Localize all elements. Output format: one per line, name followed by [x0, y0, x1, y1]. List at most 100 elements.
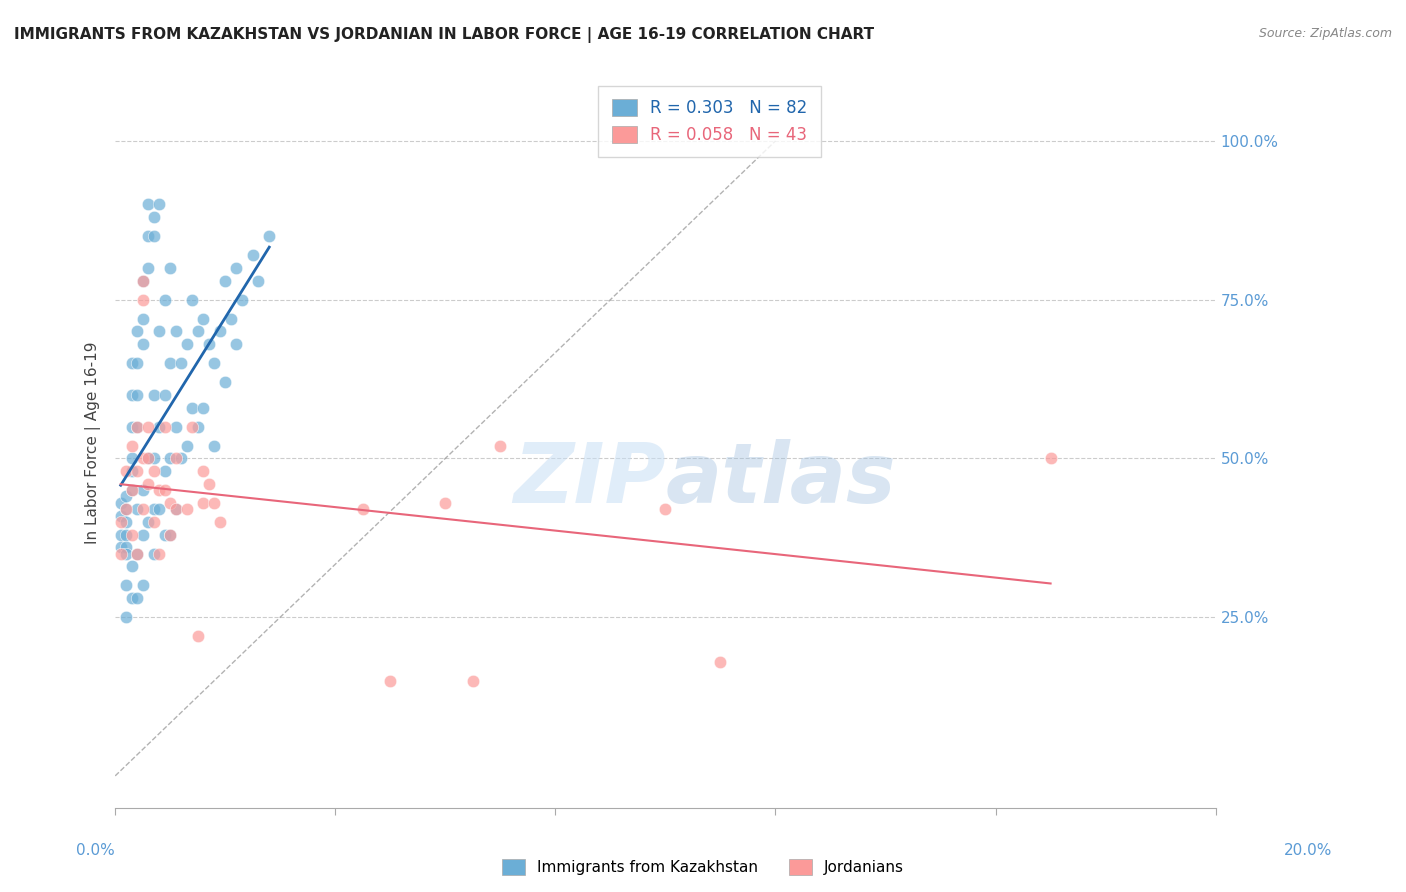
Point [127, 419, 149, 434]
Point [131, 451, 153, 466]
Point [115, 502, 138, 516]
Point [352, 502, 374, 516]
Point [159, 260, 181, 275]
Point [136, 260, 159, 275]
Point [110, 515, 132, 529]
Point [153, 388, 176, 402]
Point [131, 483, 153, 497]
Point [214, 274, 236, 288]
Point [159, 356, 181, 370]
Point [193, 311, 215, 326]
Point [159, 527, 181, 541]
Point [202, 439, 225, 453]
Point [489, 439, 512, 453]
Legend: R = 0.303   N = 82, R = 0.058   N = 43: R = 0.303 N = 82, R = 0.058 N = 43 [599, 86, 821, 157]
Point [121, 483, 143, 497]
Point [380, 673, 402, 688]
Point [131, 527, 153, 541]
Point [176, 439, 198, 453]
Point [121, 356, 143, 370]
Point [176, 502, 198, 516]
Point [242, 248, 264, 262]
Point [131, 274, 153, 288]
Text: IMMIGRANTS FROM KAZAKHSTAN VS JORDANIAN IN LABOR FORCE | AGE 16-19 CORRELATION C: IMMIGRANTS FROM KAZAKHSTAN VS JORDANIAN … [14, 27, 875, 43]
Point [170, 356, 193, 370]
Point [148, 502, 170, 516]
Point [148, 197, 170, 211]
Point [115, 527, 138, 541]
Point [127, 547, 149, 561]
Point [208, 325, 231, 339]
Point [127, 464, 149, 478]
Point [1039, 451, 1062, 466]
Point [654, 502, 676, 516]
Point [131, 293, 153, 307]
Point [110, 547, 132, 561]
Point [115, 610, 138, 624]
Point [136, 515, 159, 529]
Point [181, 401, 204, 415]
Point [187, 629, 209, 643]
Point [121, 439, 143, 453]
Point [142, 210, 165, 224]
Text: atlas: atlas [665, 439, 896, 519]
Point [115, 490, 138, 504]
Point [202, 356, 225, 370]
Point [115, 515, 138, 529]
Point [136, 419, 159, 434]
Text: 20.0%: 20.0% [1284, 843, 1331, 858]
Point [165, 419, 187, 434]
Point [187, 325, 209, 339]
Point [148, 325, 170, 339]
Text: 0.0%: 0.0% [76, 843, 115, 858]
Point [170, 451, 193, 466]
Point [197, 337, 219, 351]
Point [115, 541, 138, 555]
Point [142, 547, 165, 561]
Y-axis label: In Labor Force | Age 16-19: In Labor Force | Age 16-19 [86, 342, 101, 544]
Point [127, 419, 149, 434]
Point [121, 388, 143, 402]
Point [110, 541, 132, 555]
Point [225, 337, 247, 351]
Point [131, 274, 153, 288]
Point [165, 325, 187, 339]
Point [121, 464, 143, 478]
Point [121, 591, 143, 606]
Point [110, 508, 132, 523]
Point [131, 337, 153, 351]
Point [127, 547, 149, 561]
Point [115, 502, 138, 516]
Point [136, 197, 159, 211]
Point [181, 419, 204, 434]
Point [127, 591, 149, 606]
Point [187, 419, 209, 434]
Point [159, 451, 181, 466]
Point [176, 337, 198, 351]
Point [148, 547, 170, 561]
Point [121, 483, 143, 497]
Point [153, 483, 176, 497]
Point [127, 388, 149, 402]
Point [181, 293, 204, 307]
Point [159, 527, 181, 541]
Point [202, 496, 225, 510]
Point [131, 502, 153, 516]
Point [142, 388, 165, 402]
Point [136, 229, 159, 244]
Point [115, 547, 138, 561]
Point [136, 451, 159, 466]
Text: ZIP: ZIP [513, 439, 665, 519]
Point [153, 419, 176, 434]
Point [434, 496, 457, 510]
Point [193, 401, 215, 415]
Point [197, 476, 219, 491]
Point [142, 451, 165, 466]
Point [231, 293, 253, 307]
Point [110, 527, 132, 541]
Point [208, 515, 231, 529]
Point [247, 274, 270, 288]
Point [127, 502, 149, 516]
Point [153, 464, 176, 478]
Point [159, 496, 181, 510]
